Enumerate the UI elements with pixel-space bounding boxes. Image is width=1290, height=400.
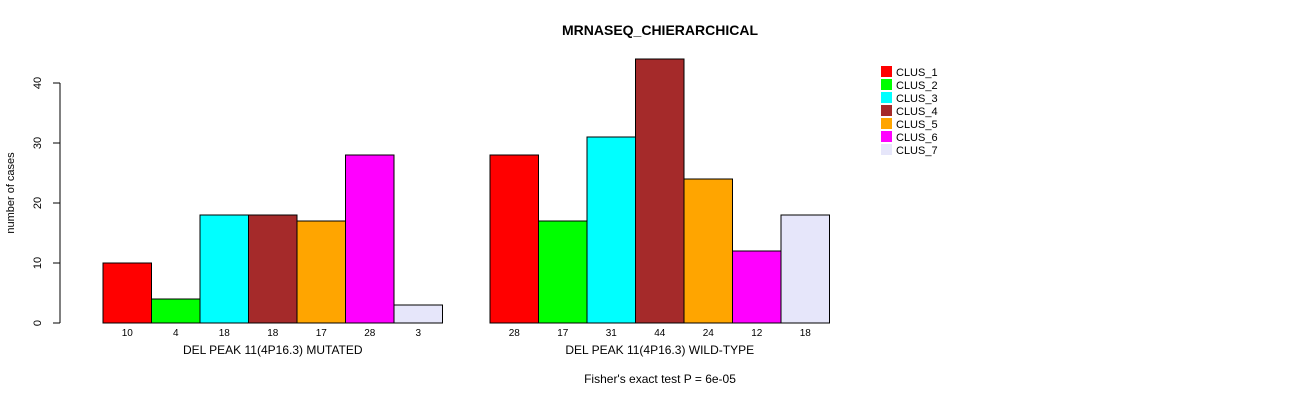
bar-group-wild-type: 28 17 31 44 24 12 18 DEL PEAK 11(4P16.3) WILD-T…: [489, 58, 830, 357]
bar-clus-2: [538, 220, 588, 324]
footnote: Fisher's exact test P = 6e-05: [584, 372, 736, 386]
group-label: DEL PEAK 11(4P16.3) MUTATED: [183, 343, 363, 357]
group-label: DEL PEAK 11(4P16.3) WILD-TYPE: [565, 343, 754, 357]
legend-swatch: [881, 131, 892, 142]
legend-label: CLUS_6: [896, 132, 938, 144]
bar-count-label: 10: [122, 328, 134, 339]
bar-count-label: 18: [267, 328, 279, 339]
bar-clus-6: [732, 250, 782, 324]
legend-swatch: [881, 79, 892, 90]
legend-swatch: [881, 92, 892, 103]
legend-label: CLUS_7: [896, 145, 938, 157]
legend-swatch: [881, 105, 892, 116]
bar-count-label: 24: [703, 328, 715, 339]
bar-clus-2: [151, 298, 201, 324]
bar-count-label: 18: [800, 328, 812, 339]
bar-count-label: 17: [557, 328, 569, 339]
bar-count-label: 31: [606, 328, 618, 339]
legend-label: CLUS_2: [896, 80, 938, 92]
y-tick-label: 40: [32, 77, 44, 89]
bar-count-label: 17: [316, 328, 328, 339]
legend: CLUS_1CLUS_2CLUS_3CLUS_4CLUS_5CLUS_6CLUS…: [881, 66, 938, 157]
y-axis: 0 10 20 30 40: [32, 77, 61, 326]
bar-clus-5: [296, 220, 346, 324]
y-tick-label: 10: [32, 257, 44, 269]
bar-count-label: 4: [173, 328, 179, 339]
bar-clus-6: [345, 154, 395, 324]
bar-clus-1: [489, 154, 539, 324]
bar-clus-1: [102, 262, 152, 324]
bar-count-label: 3: [415, 328, 421, 339]
legend-swatch: [881, 118, 892, 129]
bar-count-label: 28: [509, 328, 521, 339]
bar-clus-3: [199, 214, 249, 324]
y-axis-label: number of cases: [5, 152, 17, 234]
bar-clus-3: [586, 136, 636, 324]
legend-label: CLUS_1: [896, 67, 938, 79]
bar-count-label: 18: [219, 328, 231, 339]
y-tick-label: 0: [32, 320, 44, 326]
legend-label: CLUS_3: [896, 93, 938, 105]
bar-clus-7: [780, 214, 830, 324]
legend-swatch: [881, 144, 892, 155]
legend-label: CLUS_5: [896, 119, 938, 131]
bar-clus-5: [683, 178, 733, 324]
bar-clus-4: [635, 58, 685, 324]
bar-count-label: 28: [364, 328, 376, 339]
legend-swatch: [881, 66, 892, 77]
bar-clus-4: [248, 214, 298, 324]
y-tick-label: 30: [32, 137, 44, 149]
bar-count-label: 44: [654, 328, 666, 339]
y-tick-label: 20: [32, 197, 44, 209]
bar-clus-7: [393, 304, 443, 324]
chart-title: MRNASEQ_CHIERARCHICAL: [562, 22, 758, 38]
bar-count-label: 12: [751, 328, 763, 339]
bar-group-mutated: 10 4 18 18 17 28 3 DEL PEAK 11(4P16.3) MUTATED: [102, 154, 443, 357]
legend-label: CLUS_4: [896, 106, 938, 118]
